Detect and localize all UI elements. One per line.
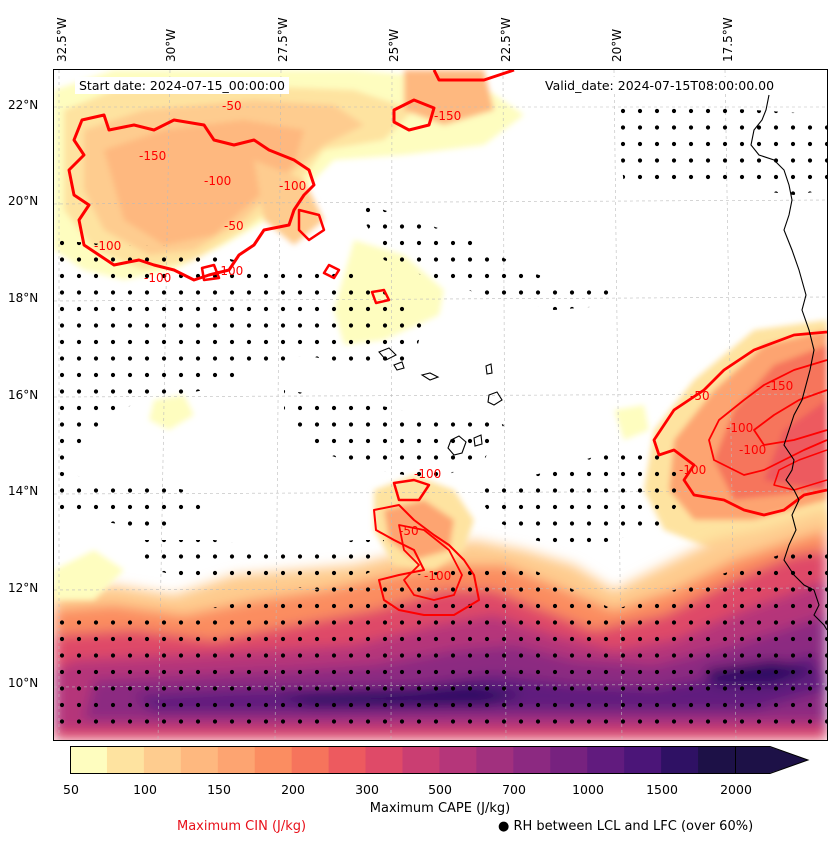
lon-label-32-5w: 32.5°W — [55, 17, 69, 62]
cin-label: -50 — [690, 389, 710, 403]
map-panel: -150 -100 -50 -100 -100 -150 -100 -50 -1… — [53, 69, 828, 741]
cin-label: -100 — [679, 463, 706, 477]
cin-label: -100 — [739, 443, 766, 457]
cin-legend-label: Maximum CIN (J/kg) — [177, 819, 307, 834]
lon-label-25w: 25°W — [387, 28, 401, 62]
colorbar-tick: 1500 — [646, 782, 678, 797]
cin-contours — [67, 70, 827, 616]
colorbar-swatches — [70, 747, 736, 773]
colorbar-tick: 1000 — [572, 782, 604, 797]
cin-label: -100 — [424, 569, 451, 583]
colorbar-tick: 500 — [428, 782, 452, 797]
cin-label: -50 — [399, 524, 419, 538]
cin-label: -150 — [766, 379, 793, 393]
lon-label-22-5w: 22.5°W — [499, 17, 513, 62]
cin-label: -150 — [434, 109, 461, 123]
colorbar-tick: 300 — [355, 782, 379, 797]
lat-label-22n: 22°N — [8, 98, 39, 112]
cape-verde-islands — [378, 347, 503, 456]
cin-label: -50 — [224, 219, 244, 233]
colorbar-swatch — [365, 747, 404, 773]
lat-label-12n: 12°N — [8, 581, 39, 595]
colorbar-swatch — [254, 747, 293, 773]
lon-label-27-5w: 27.5°W — [276, 17, 290, 62]
colorbar-swatch — [624, 747, 662, 773]
lon-label-30w: 30°W — [164, 28, 178, 62]
colorbar-swatch — [328, 747, 367, 773]
valid-date-label: Valid_date: 2024-07-15T08:00:00.00 — [541, 77, 779, 94]
colorbar-tick: 50 — [63, 782, 79, 797]
lat-label-14n: 14°N — [8, 484, 39, 498]
colorbar-swatch — [513, 747, 551, 773]
lon-label-17-5w: 17.5°W — [721, 17, 735, 62]
lat-label-20n: 20°N — [8, 194, 39, 208]
colorbar-swatch — [476, 747, 514, 773]
colorbar-tick: 100 — [133, 782, 157, 797]
colorbar-swatch — [180, 747, 219, 773]
cin-label: -100 — [414, 467, 441, 481]
colorbar-extend-arrow — [735, 747, 808, 773]
cin-label: -100 — [279, 179, 306, 193]
colorbar-tick: 150 — [207, 782, 231, 797]
map-canvas: -150 -100 -50 -100 -100 -150 -100 -50 -1… — [54, 70, 827, 740]
colorbar-tick: 200 — [281, 782, 305, 797]
cin-label: -100 — [144, 271, 171, 285]
lon-label-20w: 20°W — [610, 28, 624, 62]
colorbar-swatch — [550, 747, 588, 773]
colorbar-swatch — [70, 747, 108, 773]
coastline — [750, 94, 827, 631]
colorbar-tick: 2000 — [720, 782, 752, 797]
colorbar-title: Maximum CAPE (J/kg) — [369, 801, 511, 816]
cin-label: -100 — [726, 421, 753, 435]
cin-label: -150 — [139, 149, 166, 163]
cape-colorbar — [70, 746, 810, 774]
lat-label-10n: 10°N — [8, 676, 39, 690]
lat-label-18n: 18°N — [8, 291, 39, 305]
cin-contour-labels: -150 -100 -50 -100 -100 -150 -100 -50 -1… — [94, 99, 793, 583]
colorbar-swatch — [106, 747, 145, 773]
cin-label: -50 — [222, 99, 242, 113]
rh-legend-label: ● RH between LCL and LFC (over 60%) — [498, 819, 754, 834]
colorbar-swatch — [217, 747, 256, 773]
colorbar-swatch — [661, 747, 699, 773]
rh-stipple — [54, 100, 827, 730]
cin-label: -100 — [94, 239, 121, 253]
colorbar-swatch — [587, 747, 625, 773]
colorbar-swatch — [291, 747, 330, 773]
cin-label: -100 — [204, 174, 231, 188]
colorbar-swatch — [698, 747, 736, 773]
cin-label: -100 — [216, 264, 243, 278]
start-date-label: Start date: 2024-07-15_00:00:00 — [75, 77, 289, 94]
colorbar-swatch — [402, 747, 441, 773]
colorbar-swatch — [439, 747, 477, 773]
lat-label-16n: 16°N — [8, 388, 39, 402]
cape-shading-east — [644, 320, 827, 550]
colorbar-tick: 700 — [502, 782, 526, 797]
colorbar-swatch — [143, 747, 182, 773]
